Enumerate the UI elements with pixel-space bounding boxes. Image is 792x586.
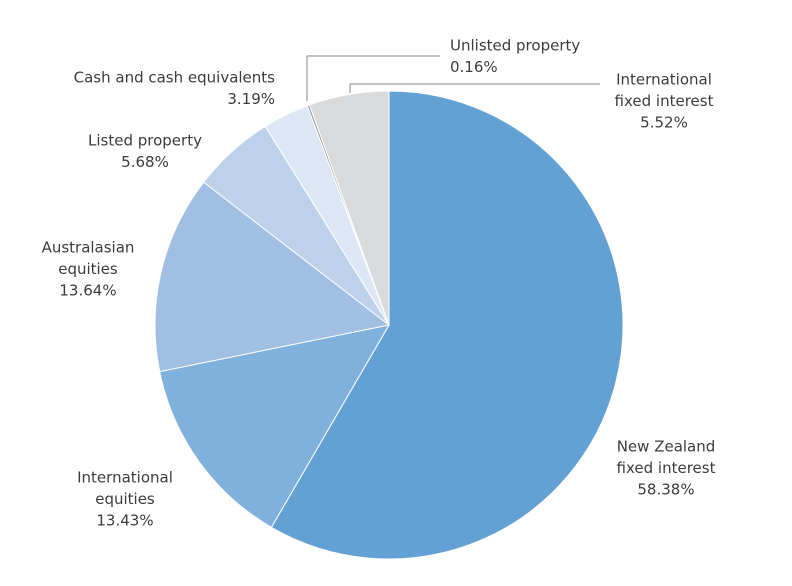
value-label: 13.64% bbox=[59, 282, 116, 300]
leader-line bbox=[306, 55, 440, 101]
value-label: 58.38% bbox=[637, 481, 694, 499]
pie-slice bbox=[308, 90, 390, 326]
slice-label: fixed interest bbox=[617, 459, 716, 477]
value-label: 13.43% bbox=[96, 512, 153, 530]
slice-label: fixed interest bbox=[615, 92, 714, 110]
leader-line bbox=[349, 83, 600, 93]
pie-slice bbox=[154, 181, 391, 373]
slice-label: equities bbox=[58, 260, 118, 278]
value-label: 5.52% bbox=[640, 114, 688, 132]
slice-label: Listed property bbox=[88, 132, 202, 150]
slice-label: New Zealand bbox=[617, 438, 716, 456]
slice-label: International bbox=[616, 71, 712, 89]
slice-label: Australasian bbox=[42, 239, 135, 257]
value-label: 0.16% bbox=[450, 58, 498, 76]
slice-label: International bbox=[77, 469, 173, 487]
value-label: 3.19% bbox=[227, 90, 275, 108]
pie-slice bbox=[270, 90, 624, 560]
slice-label: equities bbox=[95, 490, 155, 508]
pie-slice bbox=[159, 324, 390, 528]
value-label: 5.68% bbox=[121, 153, 169, 171]
slice-label: Cash and cash equivalents bbox=[74, 69, 276, 87]
slice-label: Unlisted property bbox=[450, 37, 580, 55]
